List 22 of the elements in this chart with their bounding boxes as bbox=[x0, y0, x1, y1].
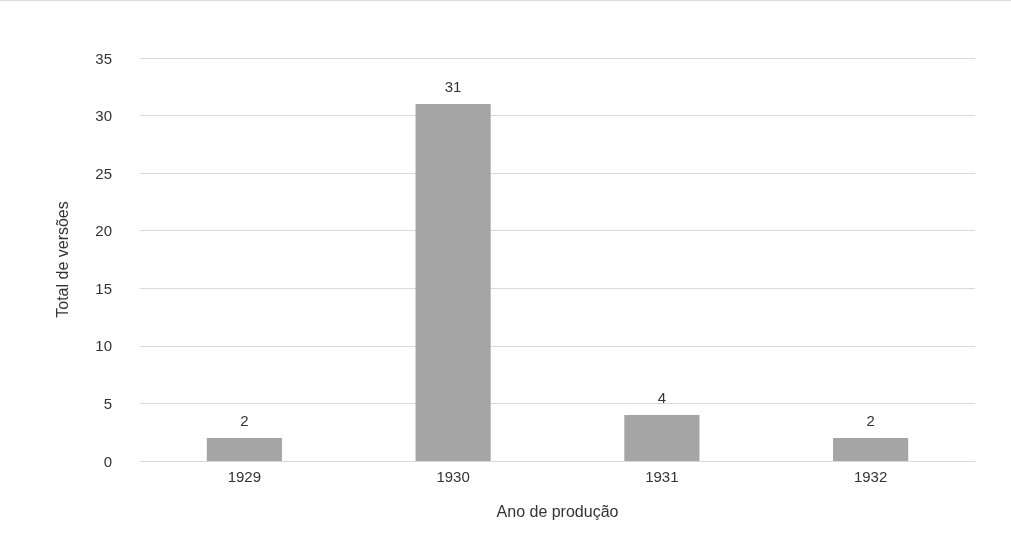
data-label: 31 bbox=[444, 78, 462, 96]
data-label: 2 bbox=[866, 411, 875, 429]
data-label: 2 bbox=[240, 411, 249, 429]
y-tick-label: 30 bbox=[95, 107, 112, 125]
bar bbox=[624, 414, 700, 461]
y-tick-label: 35 bbox=[95, 49, 112, 67]
x-tick-label: 1930 bbox=[436, 468, 470, 485]
y-tick-label: 5 bbox=[103, 394, 112, 412]
x-axis-title: Ano de produção bbox=[496, 502, 619, 520]
x-tick-label: 1931 bbox=[645, 468, 679, 485]
bar bbox=[206, 437, 282, 461]
data-label: 4 bbox=[657, 388, 667, 406]
x-tick-label: 1932 bbox=[853, 468, 888, 485]
x-tick-label: 1929 bbox=[227, 468, 262, 485]
y-tick-label: 15 bbox=[95, 279, 112, 297]
y-tick-label: 0 bbox=[103, 452, 112, 470]
bar bbox=[415, 104, 491, 461]
y-axis-title: Total de versões bbox=[53, 201, 71, 318]
y-tick-label: 25 bbox=[95, 164, 112, 182]
y-tick-label: 10 bbox=[95, 337, 112, 355]
y-tick-label: 20 bbox=[95, 222, 112, 240]
bar bbox=[833, 437, 909, 461]
